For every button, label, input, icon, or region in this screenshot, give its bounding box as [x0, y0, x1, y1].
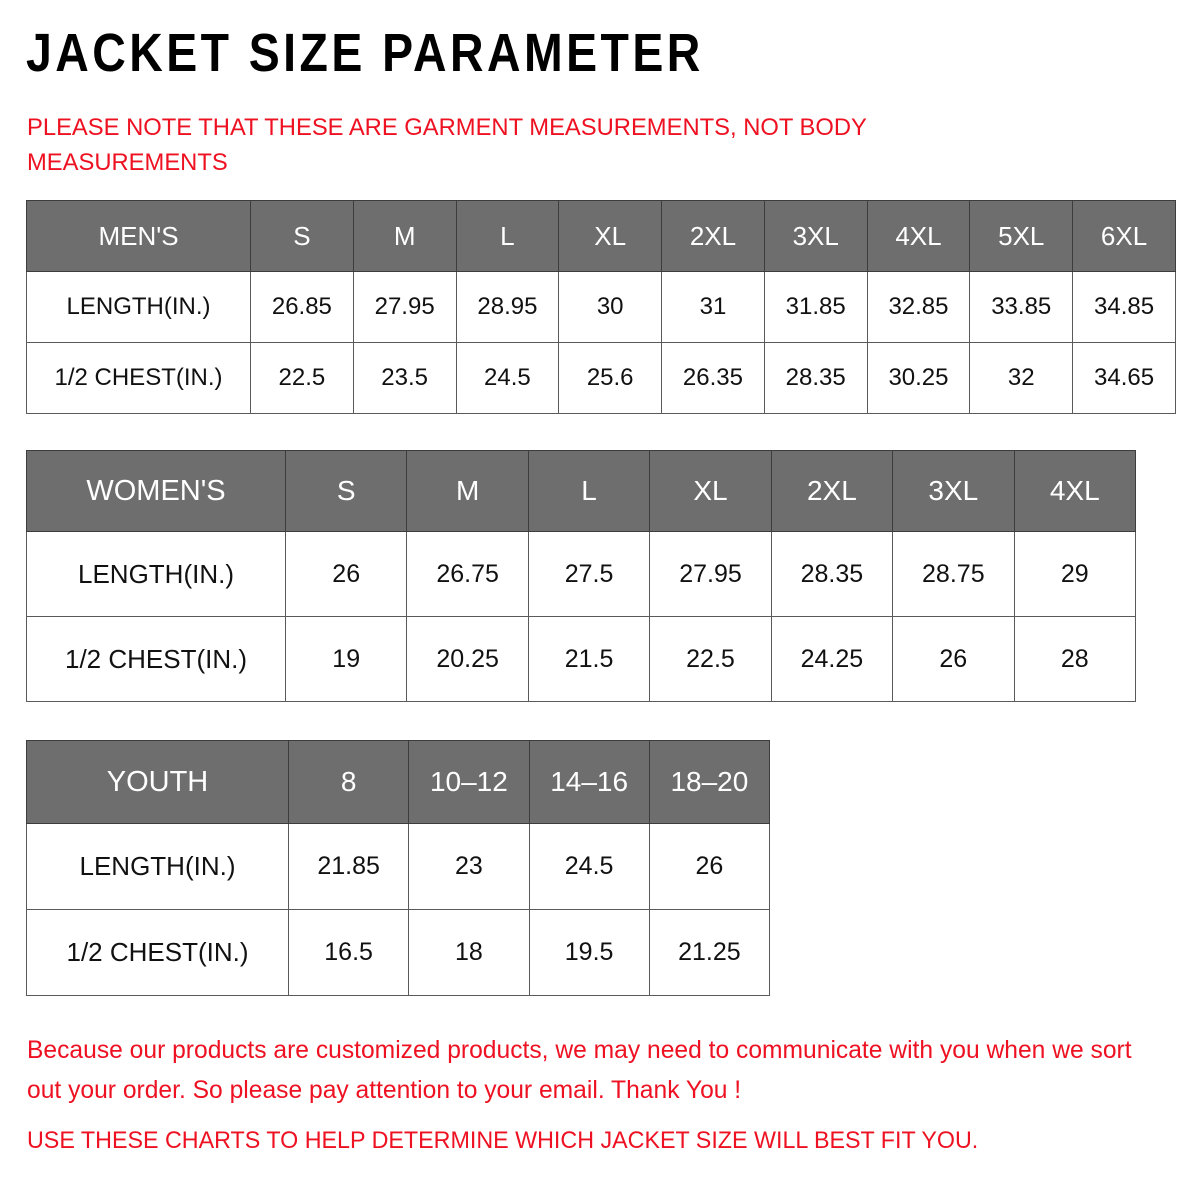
chart-usage-note: USE THESE CHARTS TO HELP DETERMINE WHICH… [27, 1127, 979, 1154]
womens-cell-r1c1: 26 [284, 531, 408, 617]
youth-size-header-1: 8 [287, 740, 410, 824]
mens-cell-r1c7: 32.85 [866, 271, 971, 343]
mens-cell-r2c6: 28.35 [763, 342, 868, 414]
mens-cell-r1c9: 34.85 [1072, 271, 1176, 343]
page-title: JACKET SIZE PARAMETER [26, 23, 704, 83]
mens-row-label-1: LENGTH(IN.) [26, 271, 251, 343]
womens-cell-r2c7: 28 [1013, 616, 1137, 702]
mens-cell-r1c2: 27.95 [352, 271, 457, 343]
mens-category-header: MEN'S [26, 200, 251, 272]
youth-category-header: YOUTH [26, 740, 289, 824]
youth-table-body: LENGTH(IN.) 21.85 23 24.5 26 1/2 CHEST(IN.) 16… [26, 823, 771, 996]
youth-cell-r1c3: 24.5 [528, 823, 650, 910]
womens-cell-r1c5: 28.35 [770, 531, 894, 617]
table-row: 1/2 CHEST(IN.) 22.5 23.5 24.5 25.6 26.35 28.35… [26, 342, 1176, 414]
womens-table-header: WOMEN'S S M L XL 2XL 3XL 4XL [26, 450, 1137, 532]
womens-size-header-7: 4XL [1013, 450, 1137, 532]
garment-measurement-note: PLEASE NOTE THAT THESE ARE GARMENT MEASU… [27, 114, 867, 176]
youth-cell-r2c2: 18 [408, 909, 530, 996]
youth-table-header: YOUTH 8 10–12 14–16 18–20 [26, 740, 771, 824]
mens-cell-r2c8: 32 [969, 342, 1074, 414]
mens-cell-r1c4: 30 [558, 271, 663, 343]
womens-size-header-2: M [406, 450, 529, 532]
youth-cell-r1c1: 21.85 [287, 823, 410, 910]
womens-size-header-5: 2XL [770, 450, 894, 532]
youth-cell-r2c3: 19.5 [528, 909, 650, 996]
mens-cell-r1c6: 31.85 [763, 271, 868, 343]
mens-size-header-2: M [352, 200, 457, 272]
mens-cell-r2c7: 30.25 [866, 342, 971, 414]
mens-cell-r1c3: 28.95 [455, 271, 560, 343]
mens-cell-r2c1: 22.5 [250, 342, 354, 414]
mens-size-header-9: 6XL [1072, 200, 1176, 272]
womens-cell-r1c4: 27.95 [649, 531, 772, 617]
mens-size-table: MEN'S S M L XL 2XL 3XL 4XL 5XL 6XL LENGTH(IN.) 26.… [26, 200, 1176, 414]
table-header-row: YOUTH 8 10–12 14–16 18–20 [26, 740, 771, 824]
mens-size-header-7: 4XL [866, 200, 971, 272]
womens-table-body: LENGTH(IN.) 26 26.75 27.5 27.95 28.35 28.75 29 1… [26, 531, 1137, 702]
womens-size-header-3: L [527, 450, 651, 532]
youth-size-header-4: 18–20 [648, 740, 771, 824]
mens-cell-r2c2: 23.5 [352, 342, 457, 414]
table-header-row: WOMEN'S S M L XL 2XL 3XL 4XL [26, 450, 1137, 532]
womens-cell-r2c5: 24.25 [770, 616, 894, 702]
youth-size-table: YOUTH 8 10–12 14–16 18–20 LENGTH(IN.) 21.85 23… [26, 740, 771, 996]
youth-cell-r1c2: 23 [408, 823, 530, 910]
womens-cell-r2c3: 21.5 [527, 616, 651, 702]
mens-row-label-2: 1/2 CHEST(IN.) [26, 342, 251, 414]
mens-cell-r1c1: 26.85 [250, 271, 354, 343]
mens-cell-r2c5: 26.35 [661, 342, 765, 414]
mens-table-body: LENGTH(IN.) 26.85 27.95 28.95 30 31 31.85 32.85… [26, 271, 1176, 414]
womens-size-header-6: 3XL [892, 450, 1015, 532]
womens-row-label-2: 1/2 CHEST(IN.) [26, 616, 286, 702]
mens-size-header-3: L [455, 200, 560, 272]
youth-size-header-2: 10–12 [408, 740, 530, 824]
mens-size-header-4: XL [558, 200, 663, 272]
womens-cell-r1c3: 27.5 [527, 531, 651, 617]
womens-size-header-4: XL [649, 450, 772, 532]
table-row: LENGTH(IN.) 26.85 27.95 28.95 30 31 31.85 32.85… [26, 271, 1176, 343]
youth-row-label-1: LENGTH(IN.) [26, 823, 289, 910]
womens-size-header-1: S [284, 450, 408, 532]
mens-size-header-6: 3XL [763, 200, 868, 272]
womens-cell-r2c2: 20.25 [406, 616, 529, 702]
womens-row-label-1: LENGTH(IN.) [26, 531, 286, 617]
mens-cell-r2c3: 24.5 [455, 342, 560, 414]
mens-size-header-1: S [250, 200, 354, 272]
womens-cell-r1c6: 28.75 [892, 531, 1015, 617]
mens-cell-r2c4: 25.6 [558, 342, 663, 414]
womens-cell-r1c7: 29 [1013, 531, 1137, 617]
mens-cell-r1c5: 31 [661, 271, 765, 343]
mens-cell-r1c8: 33.85 [969, 271, 1074, 343]
youth-cell-r2c4: 21.25 [648, 909, 771, 996]
youth-size-header-3: 14–16 [528, 740, 650, 824]
table-row: 1/2 CHEST(IN.) 19 20.25 21.5 22.5 24.25 26 28 [26, 616, 1137, 702]
youth-cell-r1c4: 26 [648, 823, 771, 910]
mens-cell-r2c9: 34.65 [1072, 342, 1176, 414]
youth-row-label-2: 1/2 CHEST(IN.) [26, 909, 289, 996]
table-row: LENGTH(IN.) 21.85 23 24.5 26 [26, 823, 771, 910]
womens-cell-r1c2: 26.75 [406, 531, 529, 617]
mens-size-header-8: 5XL [969, 200, 1074, 272]
womens-size-table: WOMEN'S S M L XL 2XL 3XL 4XL LENGTH(IN.) 26 26.75… [26, 450, 1137, 702]
womens-cell-r2c6: 26 [892, 616, 1015, 702]
youth-cell-r2c1: 16.5 [287, 909, 410, 996]
table-header-row: MEN'S S M L XL 2XL 3XL 4XL 5XL 6XL [26, 200, 1176, 272]
mens-size-header-5: 2XL [661, 200, 765, 272]
table-row: LENGTH(IN.) 26 26.75 27.5 27.95 28.35 28.75 29 [26, 531, 1137, 617]
mens-table-header: MEN'S S M L XL 2XL 3XL 4XL 5XL 6XL [26, 200, 1176, 272]
table-row: 1/2 CHEST(IN.) 16.5 18 19.5 21.25 [26, 909, 771, 996]
womens-cell-r2c4: 22.5 [649, 616, 772, 702]
womens-category-header: WOMEN'S [26, 450, 286, 532]
womens-cell-r2c1: 19 [284, 616, 408, 702]
customization-note: Because our products are customized prod… [27, 1036, 1132, 1104]
